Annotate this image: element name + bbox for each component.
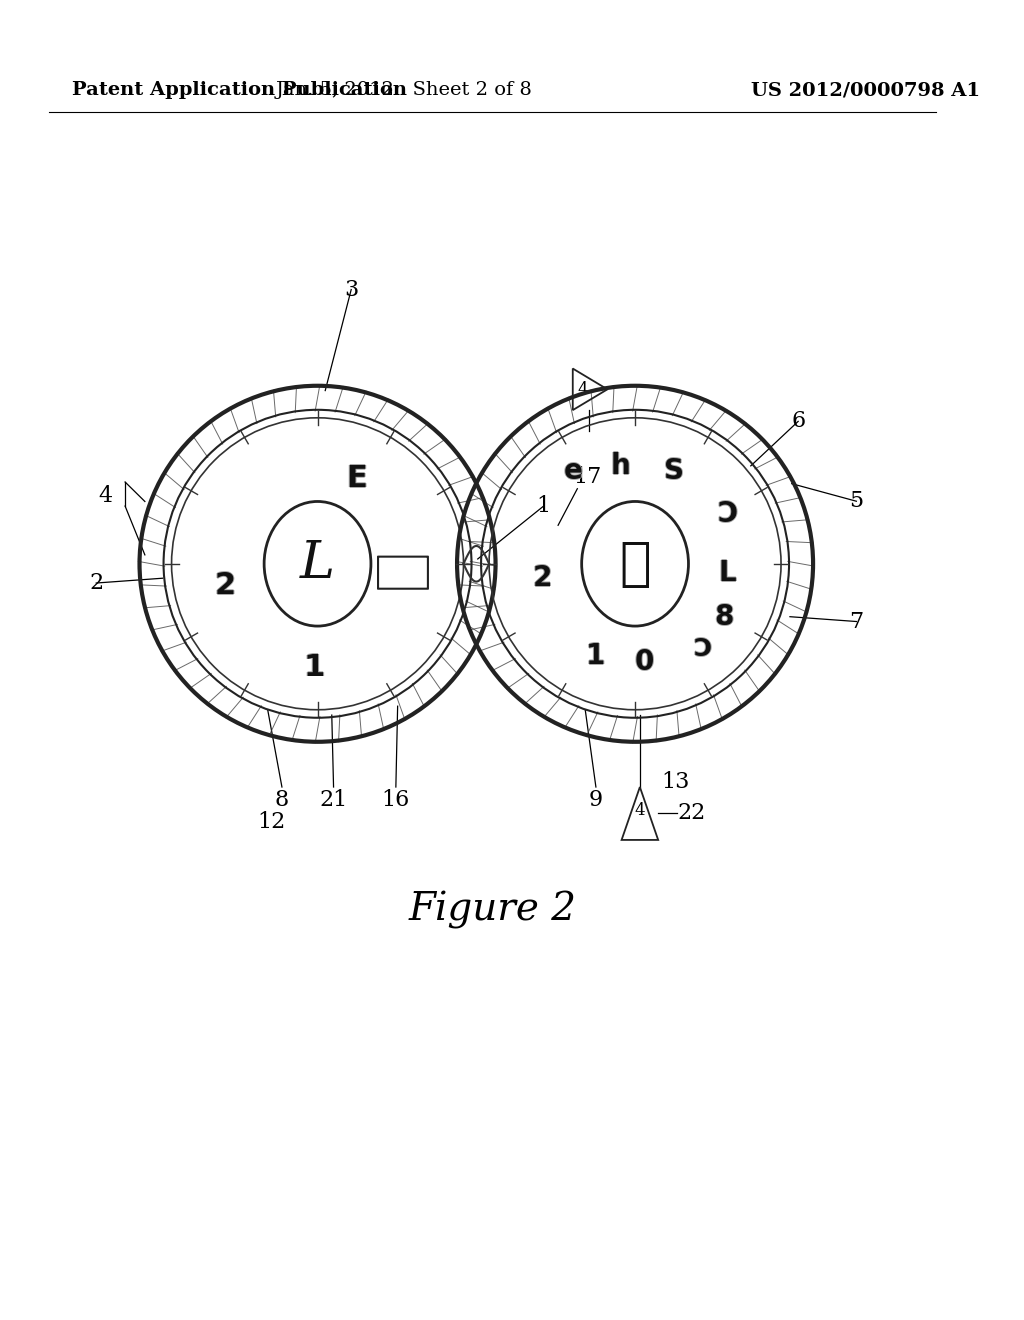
- Text: S: S: [664, 457, 683, 486]
- Text: h: h: [612, 451, 632, 480]
- Text: Ɔ: Ɔ: [718, 500, 738, 529]
- Text: E: E: [346, 463, 367, 492]
- Text: h: h: [610, 451, 630, 480]
- Text: 2: 2: [532, 564, 552, 591]
- Text: 0: 0: [634, 648, 653, 676]
- Text: S: S: [665, 457, 684, 486]
- Text: 1: 1: [587, 643, 605, 671]
- Text: h: h: [611, 451, 631, 479]
- Text: 4: 4: [98, 486, 113, 507]
- Text: 8: 8: [715, 602, 734, 630]
- Text: 5: 5: [849, 490, 863, 512]
- Text: 9: 9: [589, 788, 603, 810]
- Text: L: L: [300, 539, 335, 589]
- Text: Figure 2: Figure 2: [409, 891, 577, 929]
- Text: Ⓡ: Ⓡ: [620, 537, 651, 590]
- Text: 2: 2: [531, 564, 551, 591]
- Text: 1: 1: [586, 643, 604, 671]
- Text: 1: 1: [304, 652, 326, 681]
- Text: Patent Application Publication: Patent Application Publication: [72, 82, 408, 99]
- Text: 4: 4: [635, 803, 645, 820]
- Text: e: e: [563, 457, 583, 484]
- Text: 2: 2: [214, 570, 236, 599]
- Text: 22: 22: [678, 803, 706, 825]
- Text: Ɔ: Ɔ: [718, 499, 738, 527]
- Text: 8: 8: [715, 605, 734, 632]
- Text: 3: 3: [344, 279, 358, 301]
- Text: 16: 16: [382, 788, 410, 810]
- Text: h: h: [611, 451, 631, 480]
- Text: L: L: [719, 558, 736, 586]
- Text: 2: 2: [214, 572, 236, 601]
- Text: 1: 1: [537, 495, 551, 517]
- Text: Ɔ: Ɔ: [719, 500, 738, 528]
- Text: 8: 8: [274, 788, 289, 810]
- Text: 2: 2: [215, 570, 237, 599]
- Text: 1: 1: [303, 652, 325, 681]
- Text: 0: 0: [633, 648, 652, 676]
- Text: 2: 2: [214, 570, 236, 599]
- Text: e: e: [564, 457, 583, 486]
- Text: 1: 1: [587, 643, 605, 672]
- Text: 8: 8: [716, 603, 735, 631]
- Text: 2: 2: [534, 564, 553, 591]
- Text: 1: 1: [303, 653, 325, 682]
- Text: 8: 8: [715, 603, 734, 631]
- Text: S: S: [665, 457, 684, 484]
- Text: Jan. 5, 2012   Sheet 2 of 8: Jan. 5, 2012 Sheet 2 of 8: [275, 82, 532, 99]
- Text: E: E: [345, 463, 367, 492]
- Text: E: E: [347, 463, 368, 492]
- Text: L: L: [719, 560, 736, 587]
- Text: 2: 2: [532, 565, 552, 593]
- Text: Ɔ: Ɔ: [693, 636, 712, 660]
- Text: Ɔ: Ɔ: [692, 638, 711, 661]
- Text: 0: 0: [634, 648, 653, 677]
- Text: 4: 4: [578, 381, 588, 397]
- Text: 12: 12: [257, 810, 286, 833]
- Text: L: L: [719, 558, 736, 586]
- Text: h: h: [611, 453, 631, 480]
- Text: Ɔ: Ɔ: [693, 638, 712, 661]
- Text: Ɔ: Ɔ: [717, 500, 737, 528]
- Text: e: e: [562, 457, 582, 486]
- Text: L: L: [718, 558, 735, 586]
- Text: 2: 2: [89, 572, 103, 594]
- Text: 2: 2: [213, 570, 234, 599]
- Text: 0: 0: [635, 648, 654, 676]
- Text: 8: 8: [714, 603, 733, 631]
- Text: L: L: [720, 558, 737, 586]
- Text: 6: 6: [792, 411, 805, 433]
- Text: 1: 1: [587, 643, 606, 671]
- Text: Ɔ: Ɔ: [718, 500, 738, 528]
- Text: 1: 1: [303, 652, 325, 681]
- Text: 2: 2: [532, 564, 552, 591]
- Text: 7: 7: [849, 611, 863, 632]
- Text: 1: 1: [302, 652, 324, 681]
- Text: S: S: [666, 457, 685, 486]
- Text: 13: 13: [662, 771, 689, 793]
- Text: e: e: [563, 457, 583, 486]
- Text: Ɔ: Ɔ: [693, 638, 712, 663]
- Text: 21: 21: [319, 788, 348, 810]
- Text: 1: 1: [587, 642, 605, 669]
- Text: 0: 0: [634, 647, 653, 675]
- Text: E: E: [346, 465, 367, 494]
- Text: Ɔ: Ɔ: [694, 638, 713, 661]
- Text: 17: 17: [572, 466, 601, 488]
- Text: E: E: [346, 463, 367, 492]
- Text: S: S: [665, 458, 684, 486]
- Text: US 2012/0000798 A1: US 2012/0000798 A1: [751, 82, 980, 99]
- Text: e: e: [563, 458, 583, 486]
